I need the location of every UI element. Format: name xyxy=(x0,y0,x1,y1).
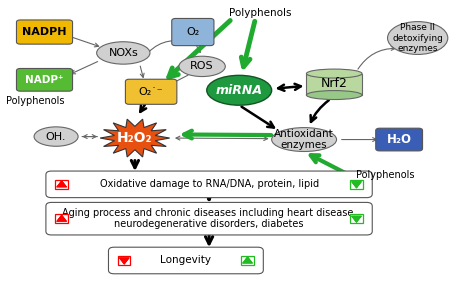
Text: ROS: ROS xyxy=(190,61,214,71)
Polygon shape xyxy=(57,215,67,221)
Text: Oxidative damage to RNA/DNA, protein, lipid: Oxidative damage to RNA/DNA, protein, li… xyxy=(100,179,319,189)
Ellipse shape xyxy=(306,69,362,78)
Polygon shape xyxy=(243,257,253,263)
FancyBboxPatch shape xyxy=(172,19,214,46)
Text: Polyphenols: Polyphenols xyxy=(6,96,64,106)
FancyBboxPatch shape xyxy=(55,214,68,223)
Polygon shape xyxy=(352,216,362,222)
Polygon shape xyxy=(243,257,253,263)
Polygon shape xyxy=(352,182,362,188)
Text: NADPH: NADPH xyxy=(22,27,67,37)
Polygon shape xyxy=(57,181,67,187)
Ellipse shape xyxy=(207,75,272,105)
Polygon shape xyxy=(119,258,129,264)
Text: NADP⁺: NADP⁺ xyxy=(25,75,64,85)
Text: H₂O: H₂O xyxy=(387,133,411,146)
Ellipse shape xyxy=(306,91,362,100)
Text: Longevity: Longevity xyxy=(160,256,211,266)
Text: Phase II
detoxifying
enzymes: Phase II detoxifying enzymes xyxy=(392,23,443,53)
Text: O₂: O₂ xyxy=(186,27,200,37)
Polygon shape xyxy=(57,215,67,221)
Text: Polyphenols: Polyphenols xyxy=(356,170,414,180)
Ellipse shape xyxy=(34,127,78,146)
Polygon shape xyxy=(352,182,362,188)
Polygon shape xyxy=(100,119,170,157)
FancyBboxPatch shape xyxy=(376,128,422,151)
Text: NOXs: NOXs xyxy=(109,48,138,58)
FancyBboxPatch shape xyxy=(17,68,73,91)
Text: Nrf2: Nrf2 xyxy=(321,77,347,90)
FancyBboxPatch shape xyxy=(126,79,177,104)
Polygon shape xyxy=(119,258,129,264)
FancyBboxPatch shape xyxy=(46,202,372,235)
Text: Polyphenols: Polyphenols xyxy=(229,8,292,18)
Text: Aging process and chronic diseases including heart disease,
neurodegenerative di: Aging process and chronic diseases inclu… xyxy=(62,208,356,230)
FancyBboxPatch shape xyxy=(306,74,362,95)
FancyBboxPatch shape xyxy=(46,171,372,198)
Ellipse shape xyxy=(388,22,448,54)
FancyBboxPatch shape xyxy=(350,180,363,189)
Ellipse shape xyxy=(272,128,337,152)
Polygon shape xyxy=(57,181,67,187)
FancyBboxPatch shape xyxy=(118,256,130,265)
FancyBboxPatch shape xyxy=(109,247,264,274)
Text: O₂˙⁻: O₂˙⁻ xyxy=(139,87,164,97)
FancyBboxPatch shape xyxy=(241,256,254,265)
Text: H₂O₂: H₂O₂ xyxy=(117,131,153,145)
Ellipse shape xyxy=(179,56,225,76)
Polygon shape xyxy=(352,216,362,222)
FancyBboxPatch shape xyxy=(17,20,73,44)
Ellipse shape xyxy=(97,42,150,64)
FancyBboxPatch shape xyxy=(350,214,363,223)
Text: Antioxidant
enzymes: Antioxidant enzymes xyxy=(274,129,334,150)
Text: miRNA: miRNA xyxy=(216,84,263,97)
Text: OH.: OH. xyxy=(46,132,66,142)
FancyBboxPatch shape xyxy=(55,180,68,189)
